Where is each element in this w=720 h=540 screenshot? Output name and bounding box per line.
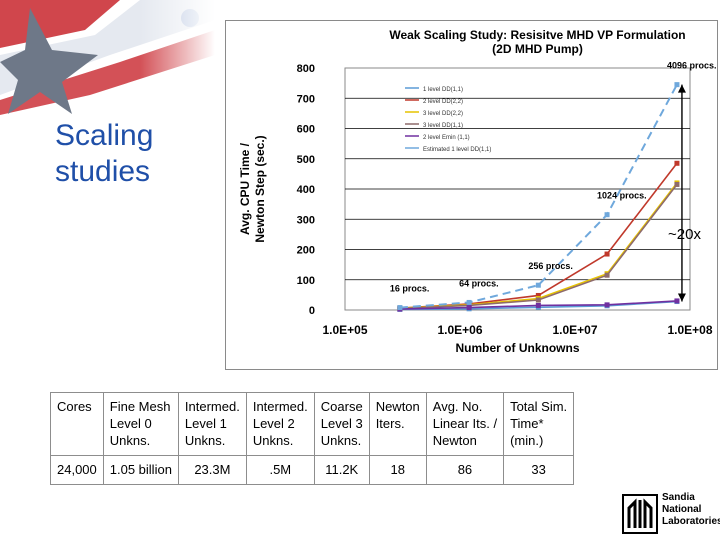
data-point: [466, 305, 472, 311]
header-cell: Cores: [50, 392, 104, 456]
legend-entry: 2 level DD(2,2): [423, 99, 463, 105]
proc-count-label: 4096 procs.: [667, 61, 717, 71]
data-point: [674, 298, 680, 304]
data-point: [674, 181, 680, 187]
legend-entry: 3 level DD(2,2): [423, 111, 463, 117]
y-tick-label: 400: [297, 184, 315, 196]
x-tick-label: 1.0E+06: [437, 323, 482, 337]
table-cell: 24,000: [50, 455, 104, 485]
y-tick-label: 0: [309, 305, 315, 317]
table-cell: 11.2K: [313, 455, 370, 485]
table-cell: 23.3M: [177, 455, 247, 485]
x-tick-label: 1.0E+05: [322, 323, 367, 337]
data-point: [604, 251, 610, 257]
scaling-arrow-head-top: [677, 84, 686, 93]
header-cell: Intermed. Level 1 Unkns.: [177, 392, 247, 456]
y-tick-label: 200: [297, 245, 315, 257]
data-point: [466, 299, 472, 305]
chart-subtitle: (2D MHD Pump): [492, 42, 583, 56]
proc-count-label: 16 procs.: [390, 284, 430, 294]
data-point: [535, 297, 541, 303]
x-axis-label: Number of Unknowns: [455, 341, 579, 355]
table-cell: 86: [425, 455, 505, 485]
legend-entry: 2 level Emin (1,1): [423, 135, 470, 141]
y-tick-label: 700: [297, 93, 315, 105]
y-tick-label: 800: [297, 63, 315, 75]
data-point: [604, 272, 610, 278]
legend-entry: 1 level DD(1,1): [423, 87, 463, 93]
legend-entry: 3 level DD(1,1): [423, 123, 463, 129]
scaling-annotation: ~20x: [668, 226, 701, 243]
header-cell: Intermed. Level 2 Unkns.: [245, 392, 315, 456]
x-tick-label: 1.0E+07: [552, 323, 597, 337]
data-point: [674, 82, 680, 88]
data-point: [674, 160, 680, 166]
y-tick-label: 600: [297, 124, 315, 136]
sandia-logo-text: Sandia National Laboratories: [662, 492, 720, 527]
proc-count-label: 1024 procs.: [597, 191, 647, 201]
y-axis-label: Avg. CPU Time /Newton Step (sec.): [238, 135, 267, 242]
weak-scaling-chart: Weak Scaling Study: Resisitve MHD VP For…: [225, 20, 718, 370]
table-cell: 1.05 billion: [102, 455, 179, 485]
table-cell: 33: [503, 455, 575, 485]
series-line: [399, 84, 678, 309]
scaling-arrow-head-bottom: [677, 293, 686, 302]
data-point: [535, 292, 541, 298]
table-header-row: Cores Fine Mesh Level 0 Unkns. Intermed.…: [50, 392, 575, 456]
header-cell: Avg. No. Linear Its. / Newton: [425, 392, 505, 456]
results-table: Cores Fine Mesh Level 0 Unkns. Intermed.…: [50, 392, 575, 485]
table-row: 24,000 1.05 billion 23.3M .5M 11.2K 18 8…: [50, 455, 575, 485]
chart-panel: Weak Scaling Study: Resisitve MHD VP For…: [225, 20, 718, 370]
y-tick-label: 300: [297, 214, 315, 226]
proc-count-label: 64 procs.: [459, 278, 499, 288]
sandia-logo: Sandia National Laboratories: [622, 492, 720, 537]
x-tick-label: 1.0E+08: [667, 323, 712, 337]
data-point: [397, 305, 403, 311]
table-cell: .5M: [245, 455, 315, 485]
slide-title: Scaling studies: [55, 119, 154, 188]
flag-star-logo-art: [0, 0, 215, 115]
y-tick-label: 500: [297, 154, 315, 166]
data-point: [535, 302, 541, 308]
proc-count-label: 256 procs.: [528, 261, 573, 271]
legend-entry: Estimated 1 level DD(1,1): [423, 147, 491, 153]
table-cell: 18: [368, 455, 427, 485]
header-cell: Coarse Level 3 Unkns.: [313, 392, 370, 456]
data-point: [604, 212, 610, 218]
chart-title: Weak Scaling Study: Resisitve MHD VP For…: [389, 28, 685, 42]
header-cell: Total Sim. Time* (min.): [503, 392, 575, 456]
header-cell: Fine Mesh Level 0 Unkns.: [102, 392, 179, 456]
data-point: [535, 282, 541, 288]
y-tick-label: 100: [297, 275, 315, 287]
sandia-thunderbird-icon: [622, 494, 658, 534]
header-cell: Newton Iters.: [368, 392, 427, 456]
data-point: [604, 302, 610, 308]
